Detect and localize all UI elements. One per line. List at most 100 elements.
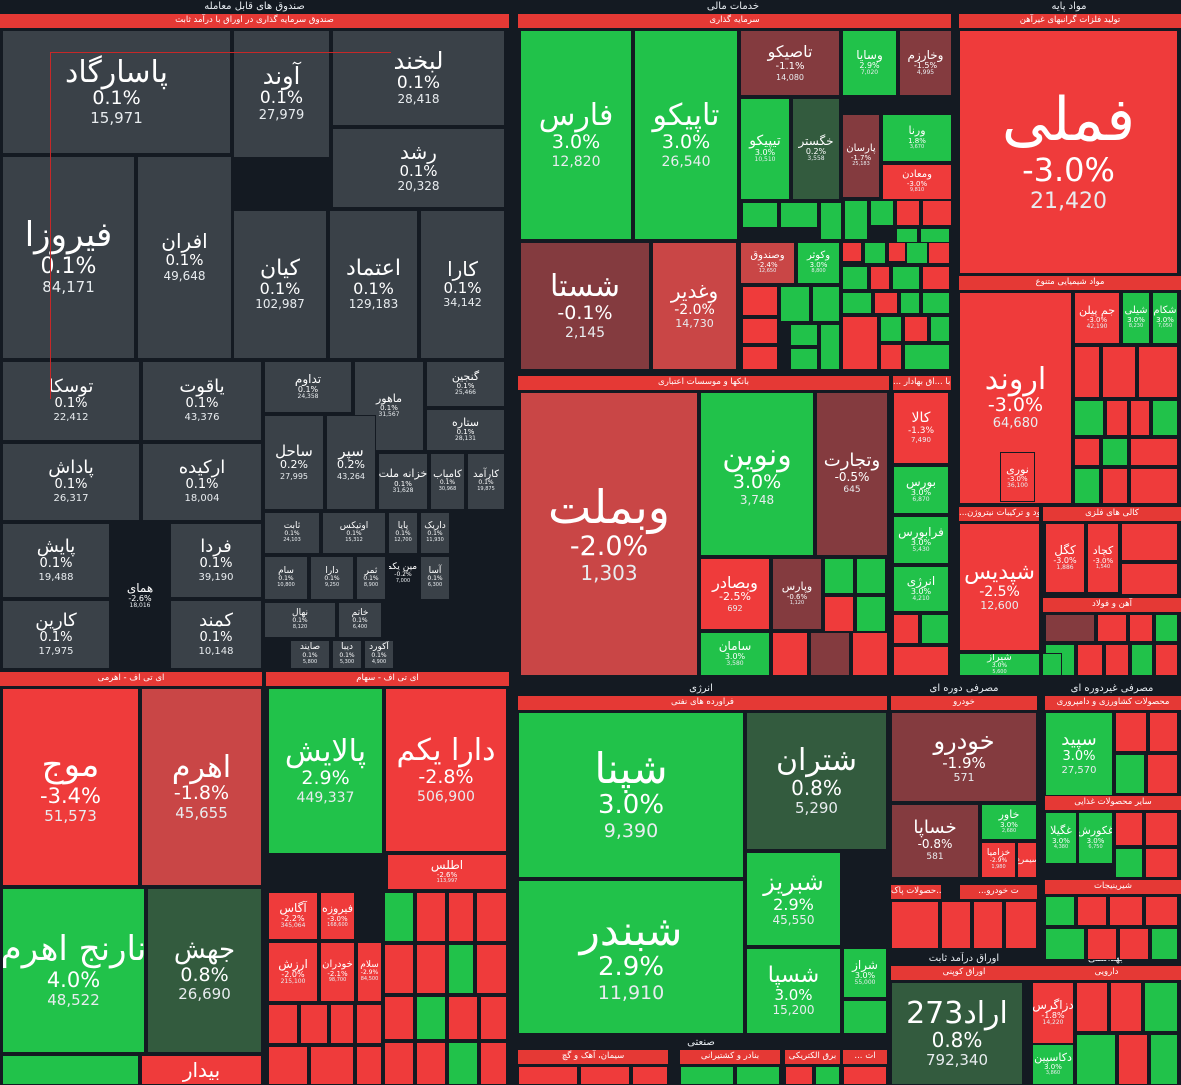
stock-tile[interactable]: ونوین 3.0% 3,748: [700, 392, 814, 556]
stock-tile[interactable]: دیبا 0.1% 5,300: [332, 640, 362, 669]
stock-tile[interactable]: آوند 0.1% 27,979: [233, 30, 330, 158]
stock-tile[interactable]: شپدیس -2.5% 12,600: [959, 523, 1040, 651]
stock-tile-small[interactable]: [1115, 812, 1143, 846]
stock-tile[interactable]: صایند 0.1% 5,800: [290, 640, 330, 669]
stock-tile[interactable]: وبصادر -2.5% 692: [700, 558, 770, 630]
stock-tile[interactable]: اوتیکس 0.1% 15,312: [322, 512, 386, 554]
industry-header[interactable]: آهن و فولاد: [1043, 598, 1181, 612]
stock-tile[interactable]: خاتم 0.1% 6,400: [338, 602, 382, 638]
stock-tile[interactable]: انرژی 3.0% 4,210: [893, 566, 949, 612]
stock-tile[interactable]: پاسارگاد 0.1% 15,971: [2, 30, 231, 154]
stock-tile[interactable]: ومعادن -3.0% 9,810: [882, 164, 952, 200]
stock-tile[interactable]: تاصیکو -1.1% 14,080: [740, 30, 840, 96]
stock-tile[interactable]: شراز 3.0% 55,000: [843, 948, 887, 998]
industry-header[interactable]: سایت کننده ...حصولات پاک: [891, 885, 941, 899]
stock-tile[interactable]: وخارزم -1.5% 4,995: [899, 30, 952, 96]
industry-header[interactable]: تولید فلزات گرانبهای غیرآهن: [959, 14, 1181, 28]
stock-tile[interactable]: اعتماد 0.1% 129,183: [329, 210, 418, 359]
stock-tile[interactable]: سلام -2.9% 84,500: [357, 942, 382, 1002]
stock-tile-small[interactable]: [1005, 901, 1037, 949]
stock-tile[interactable]: آکورد 0.1% 4,900: [364, 640, 394, 669]
stock-tile[interactable]: کالا -1.3% 7,490: [893, 392, 949, 464]
stock-tile[interactable]: وسایا 2.9% 7,020: [842, 30, 897, 96]
stock-tile[interactable]: شکام 3.0% 7,050: [1152, 292, 1178, 344]
stock-tile-small[interactable]: [1074, 346, 1100, 398]
stock-tile-small[interactable]: [518, 1066, 578, 1085]
stock-tile[interactable]: تداوم 0.1% 24,358: [264, 361, 352, 413]
stock-tile[interactable]: امین یکم -0.2% 7,000: [388, 556, 418, 592]
stock-tile-small[interactable]: [780, 286, 810, 322]
industry-header[interactable]: محصولات کشاورزی و دامپروری: [1045, 696, 1181, 710]
stock-tile[interactable]: غکورش 3.0% 6,750: [1078, 812, 1113, 864]
stock-tile-small[interactable]: [930, 316, 950, 342]
stock-tile[interactable]: دکاسپین 3.0% 3,860: [1032, 1044, 1074, 1085]
stock-tile-small[interactable]: [922, 266, 950, 290]
stock-tile-small[interactable]: [820, 202, 842, 240]
stock-tile[interactable]: خگستر 0.2% 3,558: [792, 98, 840, 200]
stock-tile-small[interactable]: [1115, 712, 1147, 752]
stock-tile-small[interactable]: [632, 1066, 668, 1085]
industry-header[interactable]: بنادر و کشتیرانی: [680, 1050, 780, 1064]
stock-tile-small[interactable]: [1121, 563, 1178, 595]
stock-tile-small[interactable]: [906, 242, 928, 264]
industry-header[interactable]: ... با: [934, 376, 951, 390]
stock-tile[interactable]: خساپا -0.8% 581: [891, 804, 979, 878]
stock-tile-small[interactable]: [300, 1004, 328, 1044]
stock-tile[interactable]: خودرو -1.9% 571: [891, 712, 1037, 802]
stock-tile-small[interactable]: [742, 318, 778, 344]
stock-tile-small[interactable]: [1145, 896, 1178, 926]
stock-tile-small[interactable]: [1110, 982, 1142, 1032]
stock-tile[interactable]: پایا 0.1% 12,700: [388, 512, 418, 554]
stock-tile-small[interactable]: [448, 1042, 478, 1085]
stock-tile-small[interactable]: [891, 901, 939, 949]
stock-tile-small[interactable]: [1102, 438, 1128, 466]
industry-header[interactable]: برق الکتریکی: [785, 1050, 840, 1064]
stock-tile[interactable]: شپنا 3.0% 9,390: [518, 712, 744, 878]
stock-tile-small[interactable]: [904, 316, 928, 342]
stock-tile[interactable]: دارا 0.1% 9,250: [310, 556, 354, 600]
stock-tile[interactable]: وبملت -2.0% 1,303: [520, 392, 698, 676]
stock-tile-small[interactable]: [843, 1066, 887, 1085]
stock-tile[interactable]: آسا 0.1% 6,300: [420, 556, 450, 600]
stock-tile[interactable]: خاور 3.0% 2,680: [981, 804, 1037, 840]
stock-tile[interactable]: فرابورس 3.0% 5,430: [893, 516, 949, 564]
stock-tile[interactable]: کارا 0.1% 34,142: [420, 210, 505, 359]
stock-tile-small[interactable]: [824, 558, 854, 594]
industry-header[interactable]: فراورده های نفتی: [518, 696, 887, 710]
stock-tile[interactable]: سیمرغ: [1017, 842, 1037, 878]
stock-tile-small[interactable]: [1151, 928, 1178, 960]
stock-tile-small[interactable]: [922, 292, 950, 314]
stock-tile[interactable]: بیدار: [141, 1055, 262, 1085]
industry-header[interactable]: خودرو: [891, 696, 1037, 710]
stock-tile-small[interactable]: [888, 242, 906, 262]
stock-tile-small[interactable]: [416, 1042, 446, 1085]
stock-tile[interactable]: پاداش 0.1% 26,317: [2, 443, 140, 521]
stock-tile-small[interactable]: [742, 286, 778, 316]
stock-tile[interactable]: غگیلا 3.0% 4,380: [1045, 812, 1077, 864]
stock-tile-small[interactable]: [856, 596, 886, 632]
stock-tile[interactable]: گنجین 0.1% 25,466: [426, 361, 505, 407]
industry-header[interactable]: سایر محصولات غذایی: [1045, 796, 1181, 810]
stock-tile-small[interactable]: [921, 614, 949, 644]
stock-tile[interactable]: آگاس -2.2% 345,064: [268, 892, 318, 940]
stock-tile-small[interactable]: [1115, 848, 1143, 878]
industry-header[interactable]: شیرینیجات: [1045, 880, 1181, 894]
stock-tile-small[interactable]: [1076, 1034, 1116, 1085]
stock-tile-small[interactable]: [1042, 653, 1062, 676]
stock-tile-small[interactable]: [1105, 644, 1129, 676]
stock-tile[interactable]: توسکا 0.1% 22,412: [2, 361, 140, 441]
stock-tile[interactable]: شیلی 3.0% 8,230: [1122, 292, 1150, 344]
stock-tile-small[interactable]: [1097, 614, 1127, 642]
stock-tile[interactable]: سپید 3.0% 27,570: [1045, 712, 1113, 796]
stock-tile[interactable]: ارزش -2.0% 215,100: [268, 942, 318, 1002]
stock-tile-small[interactable]: [1129, 614, 1153, 642]
stock-tile-small[interactable]: [1045, 896, 1075, 926]
industry-header[interactable]: سرمایه گذاری: [518, 14, 951, 28]
industry-header[interactable]: دارویی: [1032, 966, 1181, 980]
stock-tile-small[interactable]: [870, 266, 890, 290]
stock-tile-small[interactable]: [1106, 400, 1128, 436]
stock-tile-small[interactable]: [1109, 896, 1143, 926]
stock-tile-small[interactable]: [384, 944, 414, 994]
stock-tile-small[interactable]: [824, 596, 854, 632]
industry-header[interactable]: ...ت خودرو: [960, 885, 1037, 899]
